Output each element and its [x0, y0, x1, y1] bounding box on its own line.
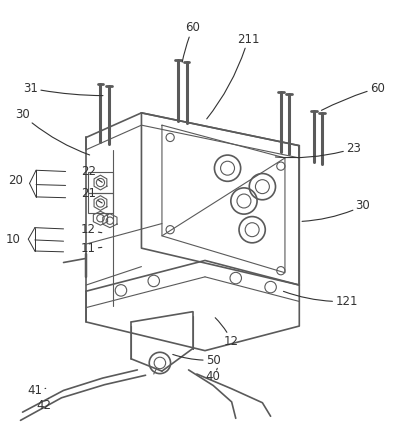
Text: 30: 30 [301, 199, 369, 222]
Text: 31: 31 [23, 82, 103, 96]
Text: 42: 42 [37, 399, 52, 412]
Text: 121: 121 [283, 291, 357, 308]
Text: 50: 50 [172, 354, 220, 366]
Text: 21: 21 [81, 187, 102, 203]
Text: 60: 60 [321, 82, 384, 110]
Text: 23: 23 [275, 142, 360, 158]
Text: 22: 22 [81, 165, 102, 183]
Text: 11: 11 [81, 241, 101, 255]
Text: 41: 41 [27, 384, 46, 397]
Text: 12: 12 [215, 318, 238, 348]
Text: 12: 12 [81, 223, 101, 236]
Bar [88, 193, 112, 213]
Text: 40: 40 [205, 368, 220, 383]
Text: 30: 30 [15, 109, 90, 155]
Text: 211: 211 [206, 32, 258, 119]
Text: 20: 20 [8, 174, 23, 187]
Text: 10: 10 [6, 233, 21, 246]
Text: 60: 60 [182, 21, 200, 62]
Bar [88, 172, 112, 193]
